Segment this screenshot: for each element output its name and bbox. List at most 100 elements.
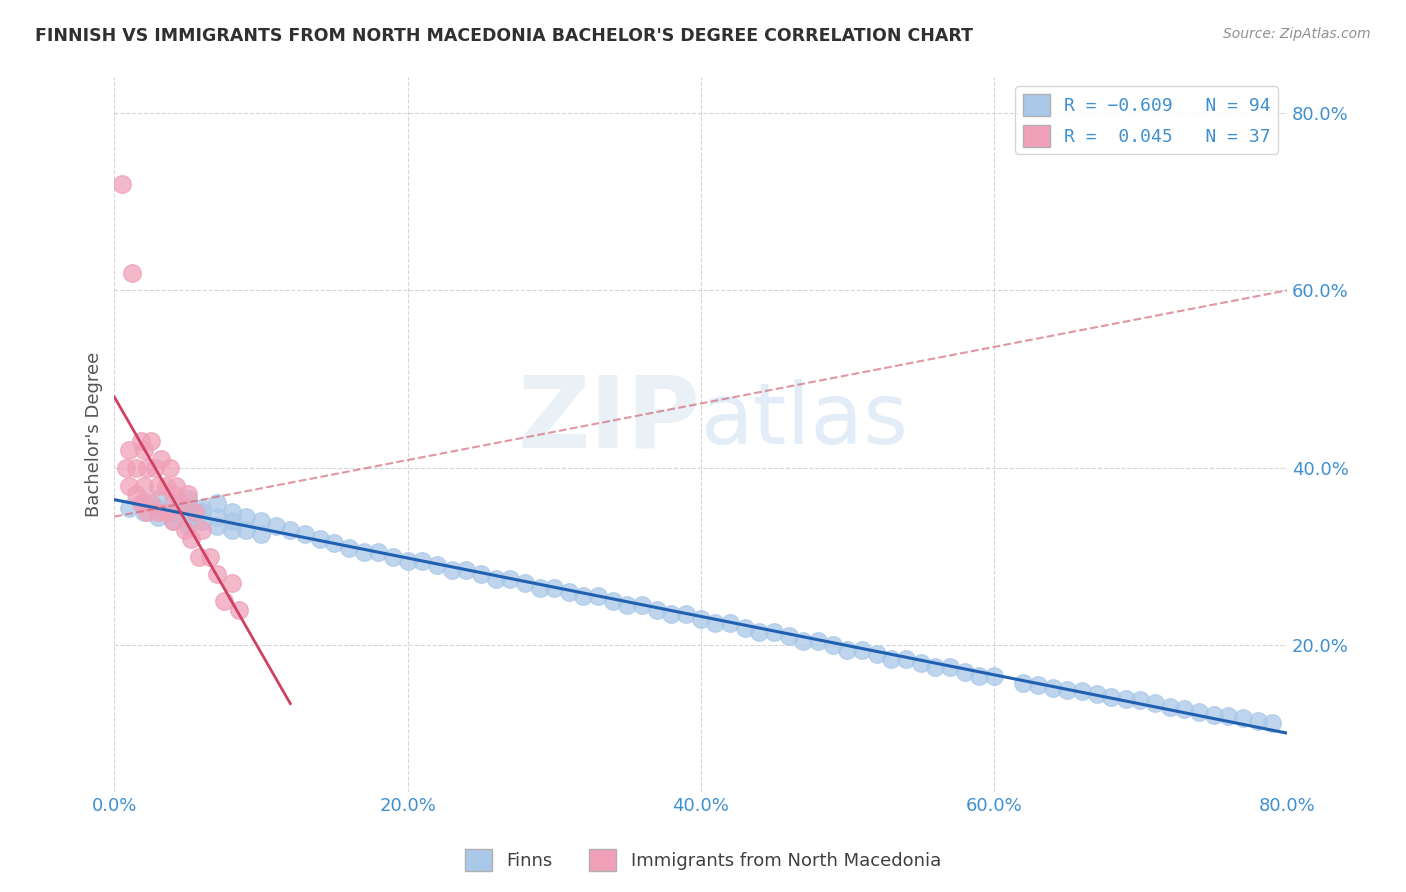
Point [205, 567, 228, 582]
Point [851, 642, 873, 657]
Point [337, 541, 360, 555]
Point [837, 642, 859, 657]
Point [294, 527, 316, 541]
Point [235, 509, 257, 524]
Point [456, 563, 478, 577]
Point [866, 647, 889, 661]
Point [1202, 707, 1225, 722]
Point [1099, 690, 1122, 704]
Point [177, 491, 200, 506]
Text: atlas: atlas [700, 379, 908, 462]
Point [1085, 687, 1108, 701]
Point [148, 505, 170, 519]
Point [118, 443, 141, 458]
Point [169, 496, 191, 510]
Point [162, 514, 184, 528]
Point [661, 607, 683, 622]
Point [118, 478, 141, 492]
Point [396, 554, 419, 568]
Point [250, 514, 273, 528]
Point [150, 452, 173, 467]
Point [1115, 691, 1137, 706]
Point [792, 633, 814, 648]
Point [983, 669, 1005, 683]
Point [807, 633, 830, 648]
Point [1026, 678, 1049, 692]
Point [250, 527, 273, 541]
Point [177, 487, 200, 501]
Point [177, 500, 200, 515]
Point [148, 491, 170, 506]
Point [1247, 714, 1270, 728]
Point [135, 505, 157, 519]
Point [513, 576, 536, 591]
Point [221, 523, 243, 537]
Point [191, 523, 214, 537]
Point [689, 612, 711, 626]
Text: FINNISH VS IMMIGRANTS FROM NORTH MACEDONIA BACHELOR'S DEGREE CORRELATION CHART: FINNISH VS IMMIGRANTS FROM NORTH MACEDON… [35, 27, 973, 45]
Point [910, 656, 932, 670]
Point [139, 434, 162, 449]
Point [155, 505, 177, 519]
Point [602, 594, 624, 608]
Point [939, 660, 962, 674]
Point [129, 434, 152, 449]
Point [763, 625, 786, 640]
Point [235, 523, 257, 537]
Point [631, 599, 654, 613]
Text: ZIP: ZIP [517, 372, 700, 469]
Point [111, 177, 134, 191]
Point [953, 665, 976, 679]
Point [645, 603, 668, 617]
Point [191, 505, 214, 519]
Point [221, 514, 243, 528]
Point [264, 518, 287, 533]
Point [572, 590, 595, 604]
Legend: Finns, Immigrants from North Macedonia: Finns, Immigrants from North Macedonia [458, 842, 948, 879]
Point [125, 460, 148, 475]
Point [135, 460, 157, 475]
Point [148, 509, 170, 524]
Point [1144, 696, 1167, 710]
Point [148, 478, 170, 492]
Point [132, 505, 155, 519]
Point [205, 496, 228, 510]
Point [967, 669, 990, 683]
Point [426, 558, 449, 573]
Point [148, 500, 170, 515]
Point [121, 266, 143, 280]
Point [180, 532, 202, 546]
Point [165, 478, 187, 492]
Point [1261, 716, 1284, 731]
Point [1070, 684, 1092, 698]
Point [162, 514, 184, 528]
Legend: R = −0.609   N = 94, R =  0.045   N = 37: R = −0.609 N = 94, R = 0.045 N = 37 [1015, 87, 1278, 154]
Point [159, 460, 181, 475]
Point [155, 478, 177, 492]
Point [129, 496, 152, 510]
Point [821, 638, 844, 652]
Point [132, 478, 155, 492]
Point [718, 616, 741, 631]
Point [1232, 711, 1254, 725]
Point [1129, 693, 1152, 707]
Point [1218, 709, 1240, 723]
Point [191, 514, 214, 528]
Point [278, 523, 301, 537]
Point [381, 549, 404, 564]
Point [1012, 675, 1035, 690]
Point [734, 621, 756, 635]
Point [188, 549, 211, 564]
Point [145, 460, 167, 475]
Point [1042, 681, 1064, 695]
Point [115, 460, 138, 475]
Point [125, 487, 148, 501]
Point [162, 487, 184, 501]
Point [411, 554, 433, 568]
Point [470, 567, 492, 582]
Point [221, 576, 243, 591]
Point [205, 509, 228, 524]
Point [484, 572, 506, 586]
Text: Source: ZipAtlas.com: Source: ZipAtlas.com [1223, 27, 1371, 41]
Point [353, 545, 375, 559]
